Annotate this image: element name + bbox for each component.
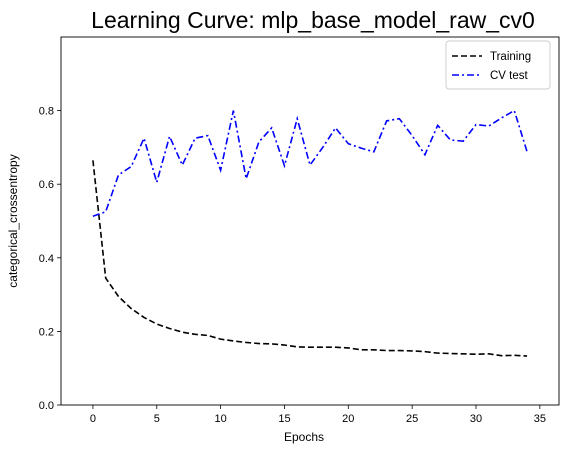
y-tick-label: 0.4: [39, 253, 54, 265]
y-axis-ticks: 0.0 0.2 0.4 0.6 0.8: [39, 106, 61, 412]
x-tick-label: 35: [534, 413, 546, 425]
x-tick-label: 25: [406, 413, 418, 425]
x-tick-label: 30: [470, 413, 482, 425]
x-tick-label: 15: [278, 413, 290, 425]
x-tick-label: 0: [90, 413, 96, 425]
plot-frame: [60, 36, 560, 406]
x-axis-ticks: 0 5 10 15 20 25 30 35: [90, 405, 546, 425]
x-tick-label: 10: [214, 413, 226, 425]
series-lines: [92, 109, 528, 357]
y-axis-label: categorical_crossentropy: [6, 154, 20, 287]
x-tick-label: 5: [154, 413, 160, 425]
chart-title: Learning Curve: mlp_base_model_raw_cv0: [91, 7, 535, 33]
x-axis-label: Epochs: [284, 430, 324, 444]
y-tick-label: 0.0: [39, 400, 54, 412]
legend: Training CV test: [445, 40, 551, 90]
y-tick-label: 0.8: [39, 106, 54, 118]
y-tick-label: 0.2: [39, 326, 54, 338]
x-tick-label: 20: [342, 413, 354, 425]
series-line-training: [92, 160, 528, 357]
series-line-cv-test: [92, 109, 528, 217]
legend-label: Training: [490, 51, 531, 63]
y-tick-label: 0.6: [39, 179, 54, 191]
legend-box: [445, 40, 551, 90]
legend-label: CV test: [490, 70, 529, 82]
